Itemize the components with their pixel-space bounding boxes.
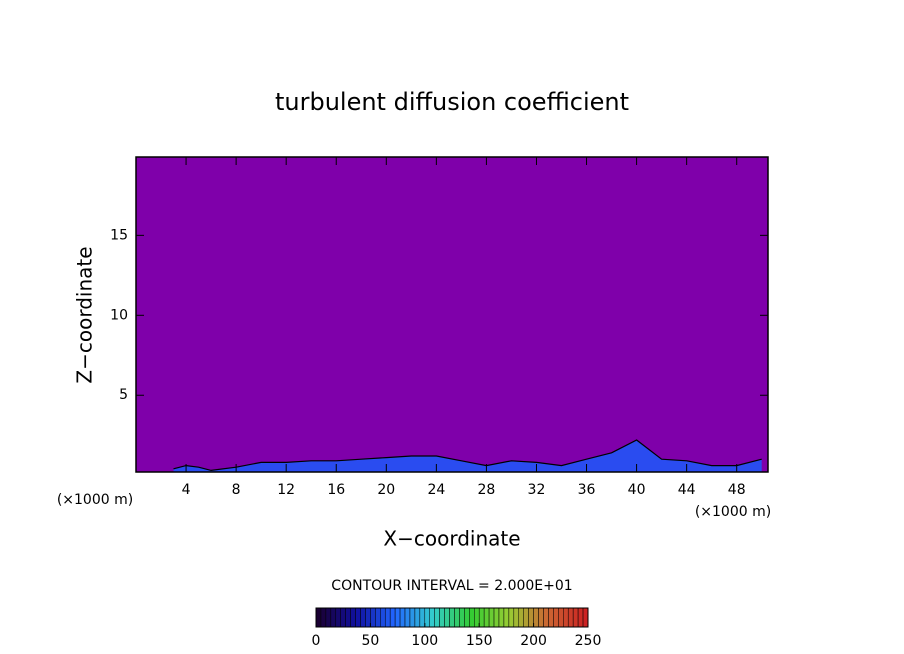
colorbar-cell [582, 607, 589, 628]
x-axis-label: X−coordinate [383, 527, 520, 551]
x-tick-label: 4 [182, 482, 191, 498]
colorbar-cell [434, 607, 440, 628]
colorbar-cell [384, 607, 391, 628]
colorbar-cell [553, 607, 559, 628]
colorbar-cell [439, 607, 445, 628]
colorbar-frame [315, 607, 589, 628]
y-axis-label: Z−coordinate [73, 246, 97, 383]
colorbar-cell [380, 607, 386, 628]
chart-title: turbulent diffusion coefficient [275, 88, 629, 116]
x-tick-label: 20 [377, 482, 395, 498]
colorbar-cell [315, 607, 322, 628]
colorbar-cell [558, 607, 564, 628]
colorbar-cell [370, 607, 376, 628]
colorbar-cell [419, 607, 426, 628]
colorbar-cell [350, 607, 356, 628]
colorbar-cell [335, 607, 341, 628]
x-unit-label: (×1000 m) [695, 504, 771, 520]
colorbar-cell [340, 607, 346, 628]
colorbar-cell [548, 607, 554, 628]
colorbar-cell [399, 607, 406, 628]
x-tick-label: 36 [578, 482, 596, 498]
colorbar-cell [365, 607, 371, 628]
colorbar-tick-label: 150 [466, 633, 493, 649]
colorbar-cell [404, 607, 411, 628]
y-tick-label: 10 [110, 307, 128, 323]
x-tick-label: 8 [232, 482, 241, 498]
colorbar-cell [469, 607, 475, 628]
contour-line [173, 439, 762, 472]
colorbar-cell [488, 607, 495, 628]
colorbar-cell [355, 607, 361, 628]
colorbar-cell [478, 607, 485, 628]
plot-frame [135, 156, 769, 473]
colorbar-cell [464, 607, 470, 628]
contour-interval: CONTOUR INTERVAL = 2.000E+01 [331, 578, 572, 594]
colorbar-cell [409, 607, 416, 628]
x-tick-label: 44 [678, 482, 696, 498]
colorbar-cell [577, 607, 584, 628]
colorbar-cell [345, 607, 351, 628]
colorbar-cell [424, 607, 430, 628]
x-tick-label: 16 [327, 482, 345, 498]
x-tick-label: 12 [277, 482, 295, 498]
contour-fill [173, 440, 762, 472]
colorbar-cell [320, 607, 327, 628]
colorbar-cell [429, 607, 435, 628]
colorbar-tick-label: 250 [575, 633, 602, 649]
colorbar-cell [543, 607, 549, 628]
colorbar-cell [567, 607, 574, 628]
x-tick-label: 28 [478, 482, 496, 498]
colorbar-cell [572, 607, 579, 628]
colorbar-cell [459, 607, 465, 628]
x-tick-label: 32 [528, 482, 546, 498]
colorbar-cell [508, 607, 515, 628]
colorbar-cell [498, 607, 505, 628]
colorbar-cell [454, 607, 460, 628]
colorbar-tick-label: 50 [361, 633, 379, 649]
x-unit-label: (×1000 m) [57, 492, 133, 508]
x-tick-label: 40 [628, 482, 646, 498]
colorbar-cell [389, 607, 396, 628]
colorbar-cell [474, 607, 480, 628]
colorbar-cell [523, 607, 529, 628]
y-tick-label: 15 [110, 227, 128, 243]
colorbar-cell [375, 607, 381, 628]
colorbar-cell [503, 607, 510, 628]
colorbar-cell [444, 607, 450, 628]
colorbar-cell [538, 607, 544, 628]
x-tick-label: 24 [427, 482, 445, 498]
colorbar-cell [528, 607, 534, 628]
colorbar-cell [513, 607, 520, 628]
y-tick-label: 5 [119, 387, 128, 403]
colorbar-cell [493, 607, 500, 628]
colorbar-tick-label: 200 [520, 633, 547, 649]
colorbar-cell [414, 607, 421, 628]
colorbar-cell [449, 607, 455, 628]
contour-background [136, 157, 768, 472]
colorbar-cell [394, 607, 401, 628]
colorbar-cell [518, 607, 524, 628]
colorbar-tick-label: 0 [312, 633, 321, 649]
colorbar-cell [563, 607, 569, 628]
x-tick-label: 48 [728, 482, 746, 498]
colorbar-cell [360, 607, 366, 628]
colorbar-cell [325, 607, 332, 628]
colorbar-tick-label: 100 [411, 633, 438, 649]
colorbar-cell [330, 607, 337, 628]
colorbar-cell [533, 607, 539, 628]
colorbar-cell [483, 607, 490, 628]
